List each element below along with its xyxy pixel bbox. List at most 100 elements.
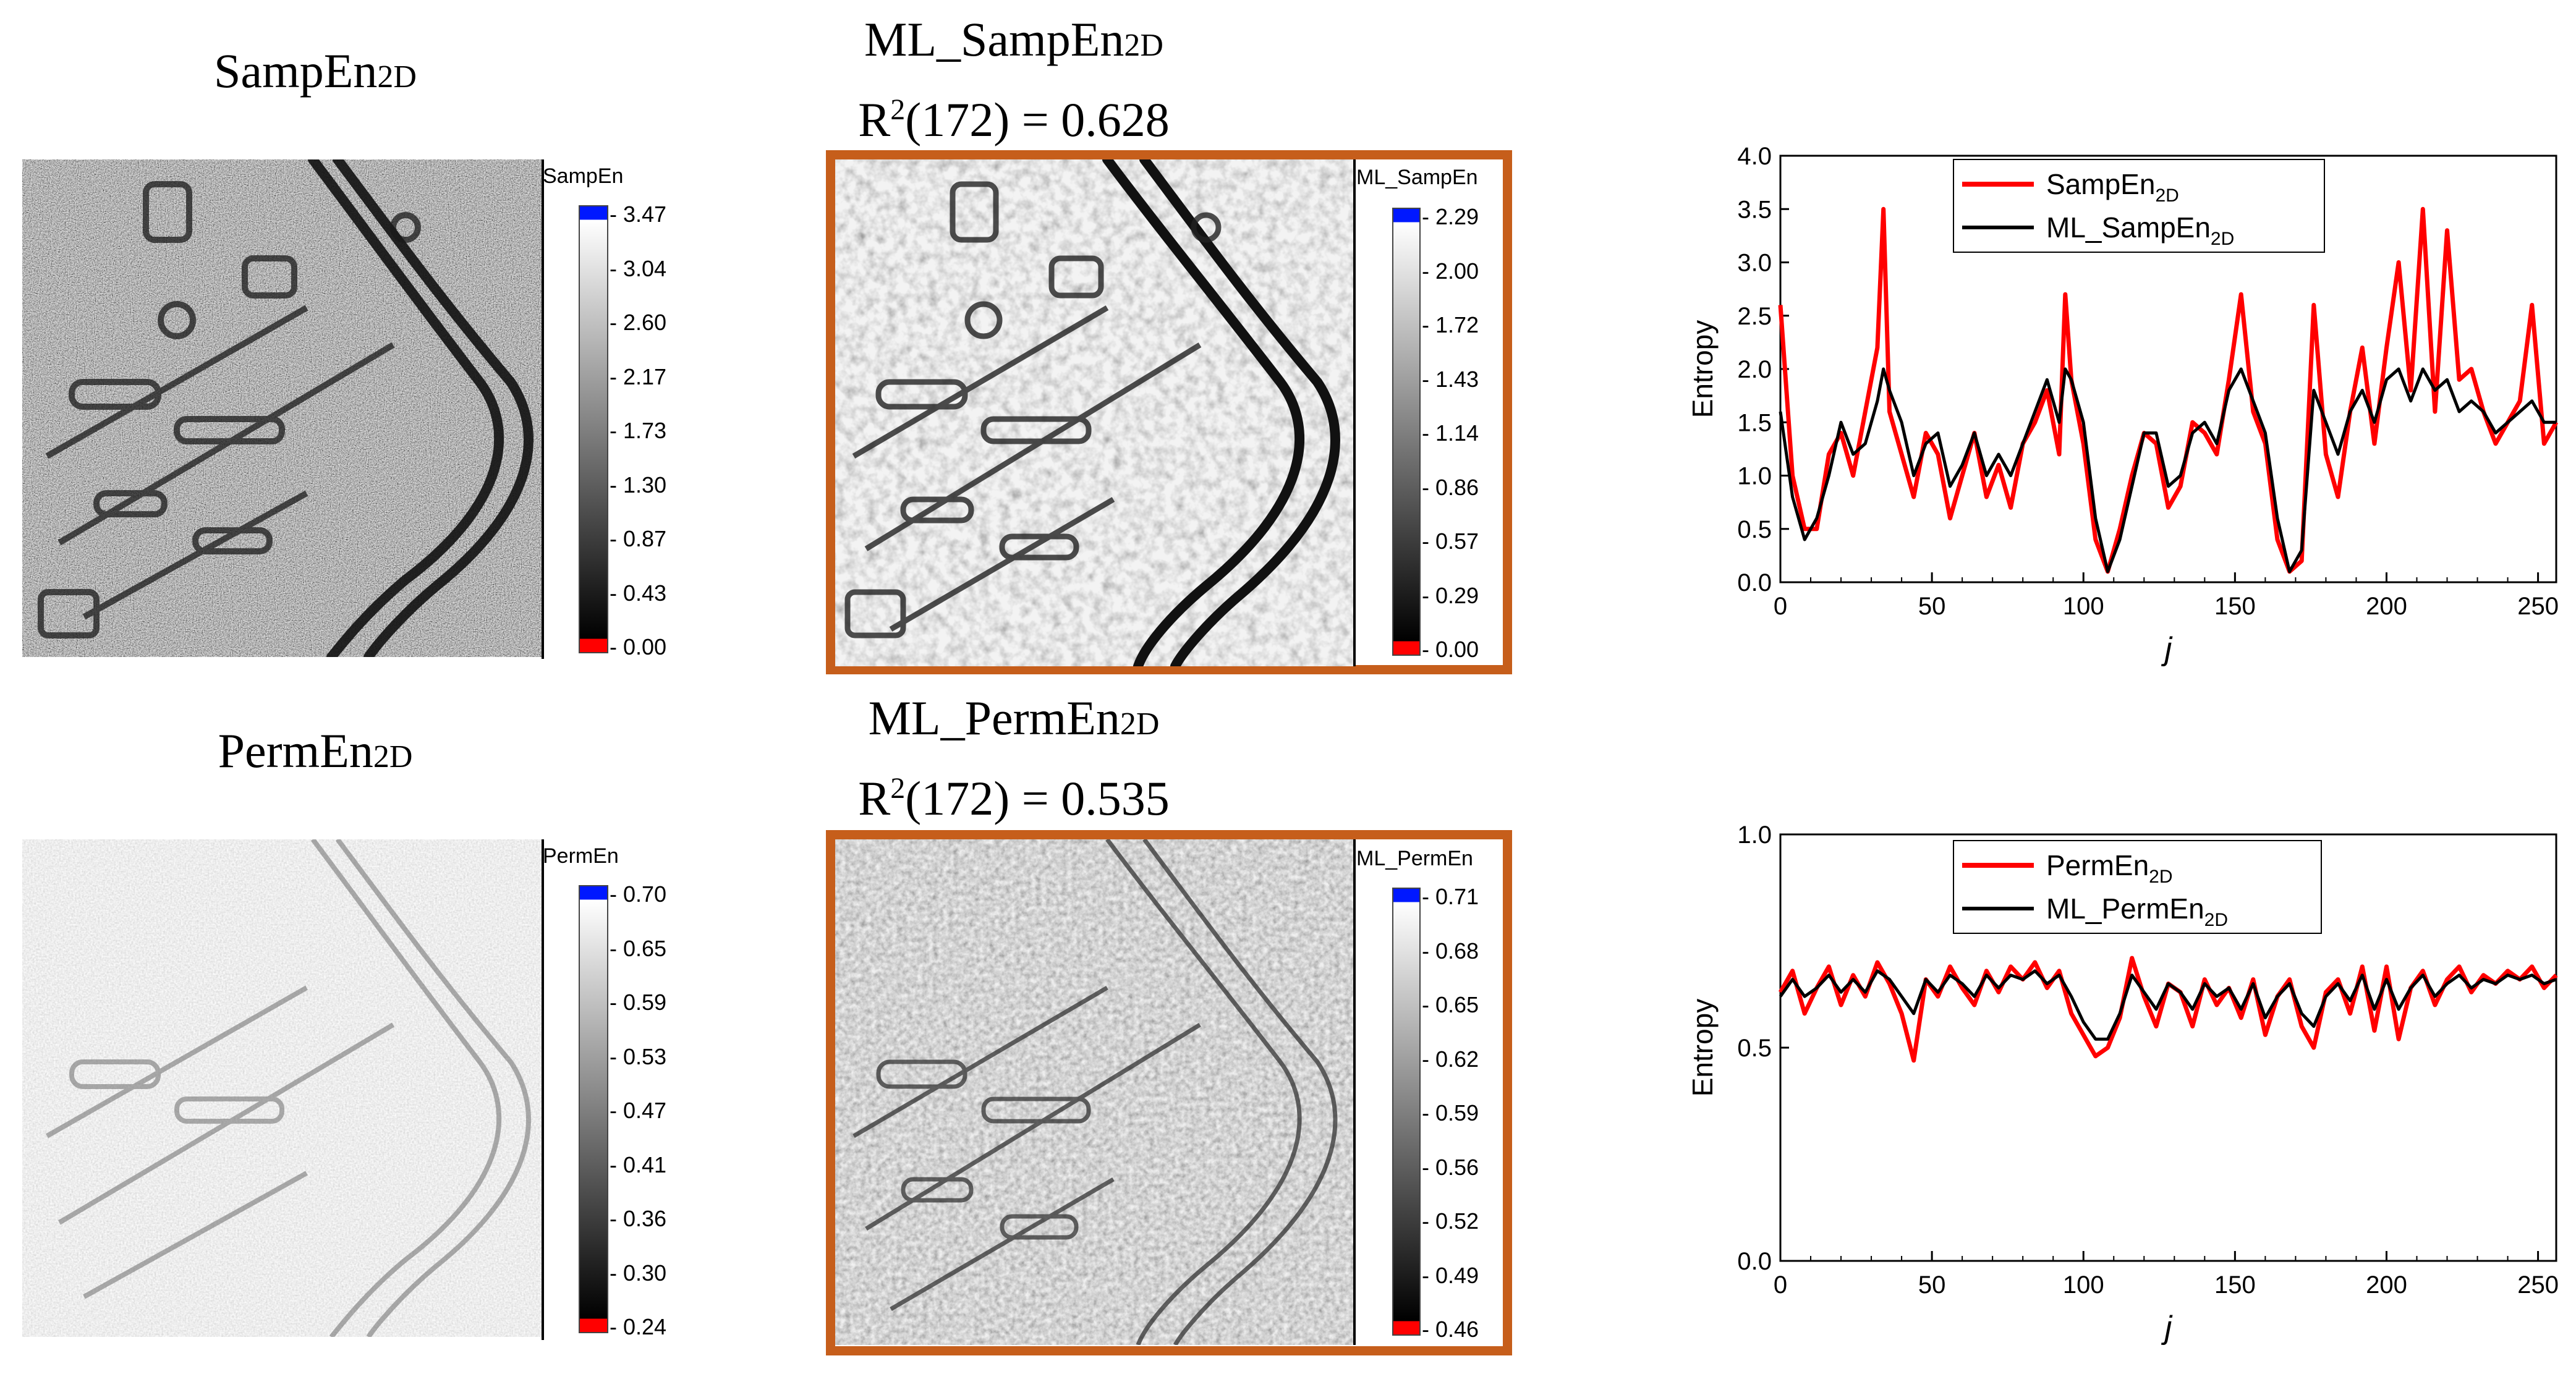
perm-left-tick: - 0.47 xyxy=(610,1098,667,1123)
y-tick-label: 0.0 xyxy=(1737,1248,1772,1275)
samp-mid-title-main: ML_SampEn xyxy=(864,12,1124,66)
samp-mid-tick: - 1.72 xyxy=(1422,312,1479,337)
perm-left-tick: - 0.41 xyxy=(610,1151,667,1177)
perm-left-title-sub: 2D xyxy=(373,739,413,774)
samp-mid-colorbar-title: ML_SampEn xyxy=(1356,166,1478,189)
y-tick-label: 4.0 xyxy=(1737,143,1772,170)
perm-mid-title-main: ML_PermEn xyxy=(868,691,1120,745)
samp-mid-frame xyxy=(826,150,1512,674)
samp-left-colorbar-title: SampEn xyxy=(543,164,624,188)
samp-left-tick: - 1.73 xyxy=(610,418,667,443)
perm-left-colorbar-title: PermEn xyxy=(543,844,619,868)
samp-left-title-sub: 2D xyxy=(377,59,417,95)
perm-left-tick: - 0.59 xyxy=(610,990,667,1015)
y-tick-label: 0.5 xyxy=(1737,1035,1772,1062)
samp-line-chart: 0.0 0.5 1.0 1.5 2.0 2.5 3.0 3.5 4.0 0 50 100 150 200 2… xyxy=(1686,143,2559,667)
y-tick-label: 3.0 xyxy=(1737,250,1772,277)
samp-mid-r2-sup: 2 xyxy=(890,93,906,126)
samp-mid-r2: R2(172) = 0.628 xyxy=(736,78,1292,152)
legend-label: ML_PermEn2D xyxy=(2046,893,2228,930)
perm-mid-title-sub: 2D xyxy=(1120,706,1160,742)
samp-mid-colorbar-rule xyxy=(1353,159,1356,666)
y-tick-label: 1.0 xyxy=(1737,821,1772,849)
x-tick-label: 200 xyxy=(2366,1271,2407,1299)
perm-line-chart: 0.00.51.00 50 100 150 200 250EntropyjPermEn2D… xyxy=(1686,821,2559,1346)
perm-mid-r2: R2(172) = 0.535 xyxy=(736,757,1292,831)
perm-left-tick: - 0.70 xyxy=(610,881,667,907)
series-line-permen xyxy=(1778,956,2558,1063)
perm-mid-r2-sup: 2 xyxy=(890,772,906,805)
samp-left-tick: - 1.30 xyxy=(610,472,667,498)
samp-left-tick: - 3.04 xyxy=(610,255,667,281)
x-tick-label: 150 xyxy=(2214,1271,2256,1299)
x-tick-label: 0 xyxy=(1774,593,1787,620)
samp-left-colorbar-rule xyxy=(542,159,544,659)
y-tick-label: 1.0 xyxy=(1737,463,1772,490)
samp-left-title: SampEn2D xyxy=(99,43,532,99)
samp-mid-title-sub: 2D xyxy=(1124,28,1163,63)
x-tick-label: 0 xyxy=(1774,1271,1787,1299)
perm-mid-tick: - 0.68 xyxy=(1422,938,1479,964)
samp-mid-tick: - 1.43 xyxy=(1422,366,1479,392)
x-tick-label: 250 xyxy=(2517,1271,2559,1299)
x-axis-label: j xyxy=(2161,1310,2173,1346)
perm-mid-tick: - 0.46 xyxy=(1422,1317,1479,1342)
perm-mid-colorbar-rule xyxy=(1353,839,1356,1345)
series-line-ml-sampen xyxy=(1779,367,2556,574)
perm-left-tick: - 0.53 xyxy=(610,1043,667,1069)
samp-mid-tick: - 0.86 xyxy=(1422,474,1479,500)
series-line-ml-permen xyxy=(1779,969,2557,1041)
y-tick-label: 3.5 xyxy=(1737,196,1772,223)
legend-label: ML_SampEn2D xyxy=(2046,211,2234,249)
perm-left-colorbar xyxy=(579,885,608,1333)
samp-mid-tick: - 0.57 xyxy=(1422,528,1479,554)
samp-mid-tick: - 0.29 xyxy=(1422,582,1479,608)
x-tick-label: 150 xyxy=(2214,593,2256,620)
samp-mid-colorbar xyxy=(1392,208,1421,656)
x-tick-label: 100 xyxy=(2063,1271,2104,1299)
samp-mid-r2-prefix: R xyxy=(858,93,891,146)
samp-left-tick: - 2.17 xyxy=(610,363,667,389)
samp-mid-map xyxy=(835,159,1353,666)
samp-mid-r2-value: (172) = 0.628 xyxy=(905,93,1170,146)
perm-left-title-main: PermEn xyxy=(218,724,373,778)
y-axis-label: Entropy xyxy=(1686,320,1719,418)
perm-mid-r2-value: (172) = 0.535 xyxy=(905,771,1170,825)
perm-left-title: PermEn2D xyxy=(99,723,532,779)
perm-mid-tick: - 0.71 xyxy=(1422,884,1479,909)
legend-box xyxy=(1953,840,2322,934)
perm-left-tick: - 0.65 xyxy=(610,935,667,961)
samp-mid-title: ML_SampEn2D R2(172) = 0.628 xyxy=(736,7,1292,152)
samp-mid-tick: - 2.00 xyxy=(1422,258,1479,284)
y-tick-label: 2.0 xyxy=(1737,356,1772,383)
samp-left-tick: - 0.00 xyxy=(610,634,667,659)
perm-mid-colorbar-title: ML_PermEn xyxy=(1356,847,1473,870)
x-tick-label: 100 xyxy=(2063,593,2104,620)
x-tick-label: 250 xyxy=(2517,593,2559,620)
y-tick-label: 0.0 xyxy=(1737,569,1772,596)
samp-left-tick: - 2.60 xyxy=(610,310,667,335)
samp-left-tick: - 0.43 xyxy=(610,580,667,606)
perm-left-colorbar-rule xyxy=(542,839,544,1340)
perm-mid-r2-prefix: R xyxy=(858,771,891,825)
perm-mid-tick: - 0.49 xyxy=(1422,1262,1479,1288)
samp-left-tick: - 0.87 xyxy=(610,526,667,551)
perm-mid-tick: - 0.52 xyxy=(1422,1208,1479,1234)
perm-left-map xyxy=(22,839,542,1337)
y-tick-label: 1.5 xyxy=(1737,409,1772,436)
perm-mid-colorbar xyxy=(1392,888,1421,1336)
x-tick-label: 50 xyxy=(1918,593,1946,620)
perm-left-tick: - 0.24 xyxy=(610,1314,667,1339)
samp-left-map xyxy=(22,159,542,657)
perm-mid-title: ML_PermEn2D R2(172) = 0.535 xyxy=(736,686,1292,831)
samp-mid-tick: - 0.00 xyxy=(1422,637,1479,662)
perm-mid-tick: - 0.59 xyxy=(1422,1100,1479,1126)
x-tick-label: 50 xyxy=(1918,1271,1946,1299)
samp-left-colorbar xyxy=(579,205,608,653)
y-tick-label: 2.5 xyxy=(1737,303,1772,330)
samp-left-tick: - 3.47 xyxy=(610,201,667,227)
x-axis-label: j xyxy=(2161,631,2173,667)
y-axis-label: Entropy xyxy=(1686,999,1719,1097)
perm-mid-tick: - 0.56 xyxy=(1422,1154,1479,1180)
x-tick-label: 200 xyxy=(2366,593,2407,620)
